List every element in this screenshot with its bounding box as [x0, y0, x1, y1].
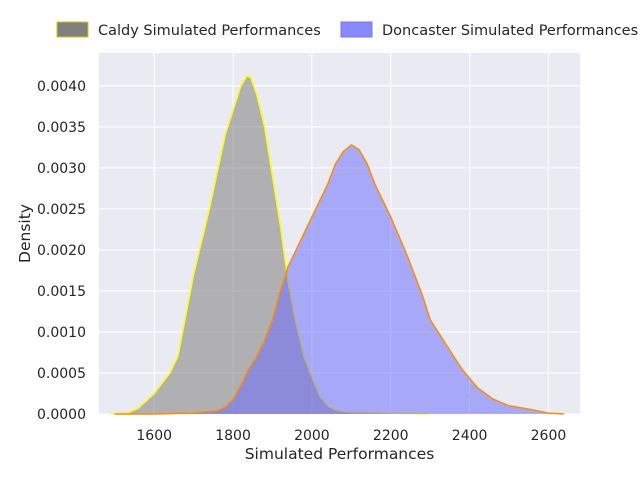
x-tick-label-0: 1600: [136, 428, 172, 444]
x-tick-label-5: 2600: [531, 428, 567, 444]
legend-label-doncaster: Doncaster Simulated Performances: [382, 23, 638, 39]
legend: Caldy Simulated Performances Doncaster S…: [56, 21, 638, 39]
density-area-doncaster: [114, 144, 565, 414]
x-axis-label: Simulated Performances: [245, 445, 435, 463]
x-tick-label-4: 2400: [452, 428, 488, 444]
x-tick-label-1: 1800: [215, 428, 251, 444]
density-area-caldy: [110, 75, 431, 414]
x-tick-label-3: 2200: [373, 428, 409, 444]
y-tick-label-5: 0.0025: [37, 202, 86, 218]
legend-swatch-doncaster: [340, 21, 373, 38]
y-axis-label: Density: [16, 204, 34, 263]
y-tick-label-6: 0.0030: [37, 161, 86, 177]
y-tick-label-1: 0.0005: [37, 366, 86, 382]
y-tick-labels: 0.0000 0.0005 0.0010 0.0015 0.0020 0.0025 0.00…: [37, 79, 86, 423]
density-line-doncaster: [114, 144, 565, 415]
x-tick-label-2: 2000: [294, 428, 330, 444]
legend-label-caldy: Caldy Simulated Performances: [98, 23, 321, 39]
density-areas: [110, 75, 565, 415]
y-tick-label-8: 0.0040: [37, 79, 86, 95]
legend-swatch-caldy: [56, 21, 89, 38]
y-tick-label-2: 0.0010: [37, 325, 86, 341]
y-tick-label-7: 0.0035: [37, 120, 86, 136]
y-tick-label-4: 0.0020: [37, 243, 86, 259]
y-tick-label-3: 0.0015: [37, 284, 86, 300]
y-tick-label-0: 0.0000: [37, 407, 86, 423]
x-tick-labels: 1600 1800 2000 2200 2400 2600: [136, 428, 566, 444]
